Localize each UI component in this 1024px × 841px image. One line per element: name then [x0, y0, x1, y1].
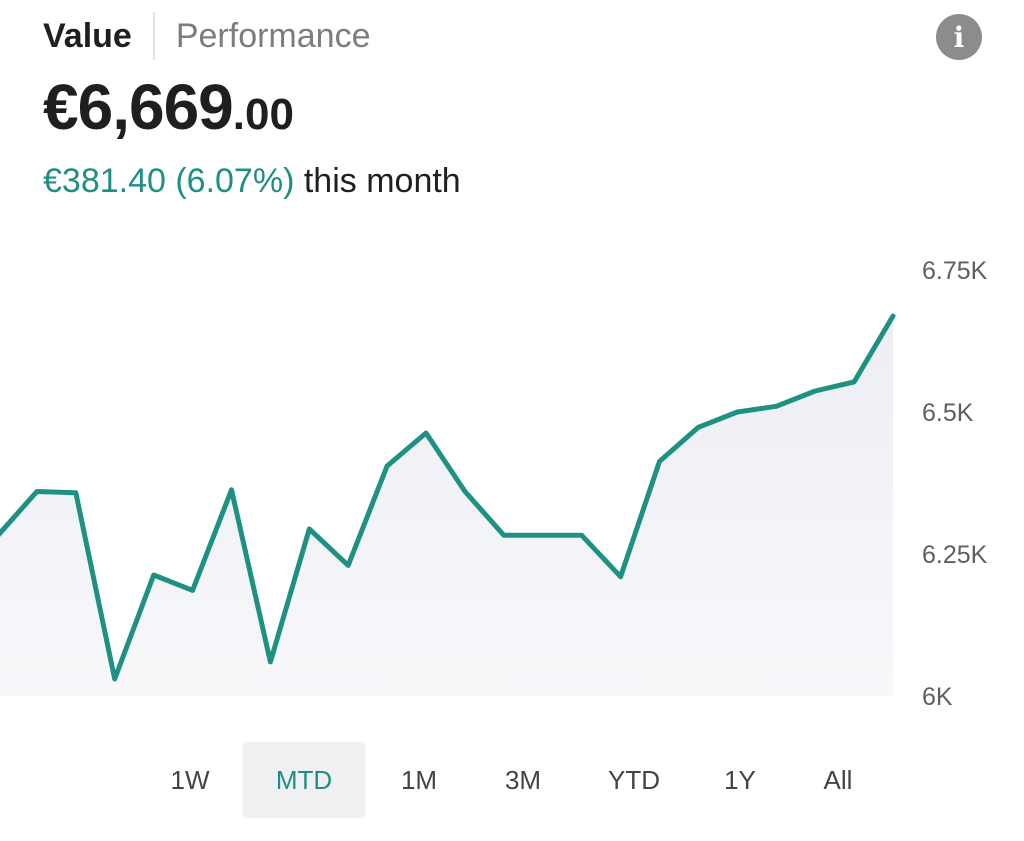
range-all[interactable]: All: [823, 765, 853, 795]
range-1y[interactable]: 1Y: [724, 765, 756, 795]
series-line: [0, 313, 896, 682]
y-tick-label: 6K: [922, 683, 953, 711]
range-1w[interactable]: 1W: [170, 765, 210, 795]
change-amount: €381.40 (6.07%): [43, 162, 295, 200]
chart-area-fill: [0, 316, 893, 696]
range-ytd[interactable]: YTD: [608, 765, 660, 795]
range-3m[interactable]: 3M: [504, 765, 542, 795]
y-tick-label: 6.5K: [922, 399, 974, 427]
tab-value[interactable]: Value: [43, 17, 132, 55]
y-tick-label: 6.75K: [922, 257, 988, 285]
range-1m[interactable]: 1M: [400, 765, 438, 795]
range-mtd[interactable]: MTD: [242, 742, 366, 818]
value-chart: 6K 6.25K 6.5K 6.75K: [0, 257, 988, 711]
view-tabs: Value Performance: [43, 12, 370, 60]
info-button[interactable]: i: [936, 14, 982, 60]
portfolio-value-main: €6,669: [43, 71, 234, 143]
time-range-selector: 1W MTD 1M 3M YTD 1Y All: [0, 742, 1024, 818]
tab-divider: [152, 12, 155, 60]
tab-performance[interactable]: Performance: [175, 17, 371, 55]
change-period: this month: [303, 162, 461, 200]
portfolio-value-decimal: .00: [232, 90, 294, 139]
portfolio-change: €381.40 (6.07%) this month: [43, 162, 461, 201]
portfolio-value: €6,669.00: [43, 70, 294, 144]
info-icon: i: [953, 20, 965, 54]
y-tick-label: 6.25K: [922, 541, 988, 569]
